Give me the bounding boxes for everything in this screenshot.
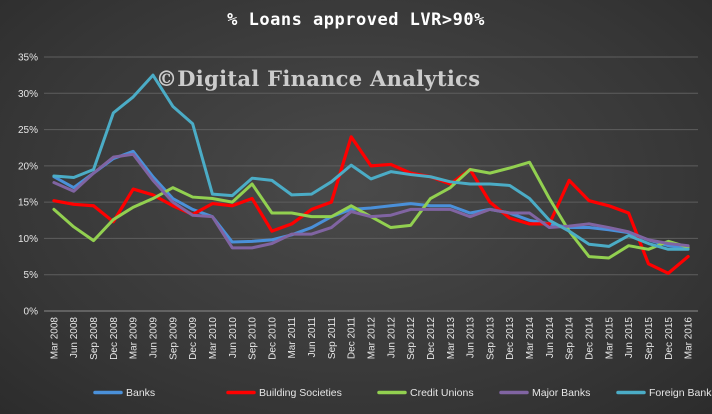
series-line-banks — [52, 149, 690, 251]
series-line-major-banks — [52, 152, 690, 250]
x-tick-label: Mar 2008 — [49, 317, 60, 360]
x-tick-label: Mar 2015 — [604, 317, 615, 360]
legend-label: Building Societies — [259, 387, 342, 399]
x-tick-label: Jun 2008 — [69, 317, 80, 359]
legend-label: Foreign Banks — [649, 387, 712, 399]
legend-label: Major Banks — [532, 387, 590, 399]
x-tick-label: Dec 2009 — [188, 317, 199, 360]
y-axis-ticks: 0% 5% 10% 15% 20% 25% 30% 35% — [18, 53, 38, 318]
x-tick-label: Sep 2012 — [406, 317, 417, 360]
x-tick-label: Dec 2014 — [585, 317, 596, 360]
x-tick-label: Jun 2014 — [545, 317, 556, 359]
series-line-foreign-banks — [52, 73, 690, 251]
gridlines — [44, 56, 698, 312]
x-axis-ticks: Mar 2008 Jun 2008 Sep 2008 Dec 2008 Mar 2009… — [49, 317, 694, 360]
x-tick-label: Jun 2010 — [228, 317, 239, 359]
legend: Banks Building Societies Credit Unions Majo… — [93, 387, 712, 399]
series-lines — [52, 73, 690, 275]
y-tick-label: 5% — [24, 270, 39, 281]
x-tick-label: Dec 2008 — [109, 317, 120, 360]
x-tick-label: Dec 2011 — [347, 317, 358, 360]
x-tick-label: Dec 2015 — [664, 317, 675, 360]
x-tick-label: Dec 2010 — [267, 317, 278, 360]
x-tick-label: Sep 2011 — [327, 317, 338, 360]
x-tick-label: Mar 2012 — [367, 317, 378, 360]
y-tick-label: 30% — [18, 89, 38, 100]
x-tick-label: Sep 2008 — [89, 317, 100, 360]
x-tick-label: Mar 2009 — [129, 317, 140, 360]
x-tick-label: Jun 2009 — [149, 317, 160, 359]
series-line-building-societies — [52, 135, 690, 275]
x-tick-label: Mar 2013 — [446, 317, 457, 360]
y-tick-label: 25% — [18, 125, 38, 136]
x-tick-label: Jun 2013 — [466, 317, 477, 359]
legend-label: Banks — [126, 387, 155, 399]
x-tick-label: Jun 2015 — [624, 317, 635, 359]
x-tick-label: Mar 2016 — [684, 317, 695, 360]
x-tick-label: Jun 2011 — [307, 317, 318, 358]
legend-label: Credit Unions — [410, 387, 474, 399]
x-tick-label: Mar 2010 — [208, 317, 219, 360]
y-tick-label: 10% — [18, 234, 38, 245]
x-tick-label: Sep 2010 — [248, 317, 259, 360]
y-tick-label: 35% — [18, 53, 38, 64]
x-tick-label: Dec 2013 — [505, 317, 516, 360]
x-tick-label: Jun 2012 — [386, 317, 397, 359]
x-tick-label: Mar 2011 — [287, 317, 298, 359]
y-tick-label: 15% — [18, 198, 38, 209]
x-tick-label: Mar 2014 — [525, 317, 536, 360]
chart-title: % Loans approved LVR>90% — [227, 10, 485, 30]
x-tick-label: Dec 2012 — [426, 317, 437, 360]
y-tick-label: 20% — [18, 161, 38, 172]
y-tick-label: 0% — [24, 307, 39, 318]
x-tick-label: Sep 2009 — [168, 317, 179, 360]
x-tick-label: Sep 2013 — [485, 317, 496, 360]
x-tick-label: Sep 2014 — [565, 317, 576, 360]
watermark: ©Digital Finance Analytics — [156, 66, 481, 91]
x-tick-label: Sep 2015 — [644, 317, 655, 360]
